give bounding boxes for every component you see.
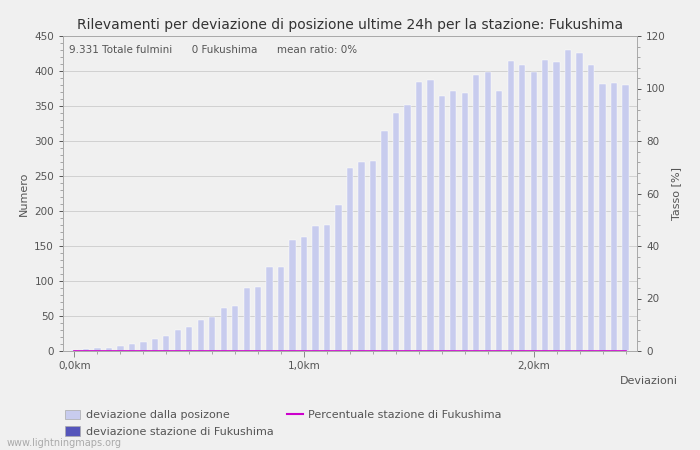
Legend: deviazione dalla posizone, deviazione stazione di Fukushima, Percentuale stazion: deviazione dalla posizone, deviazione st… (62, 406, 505, 440)
Bar (370, 161, 376, 351)
Bar (554, 62, 560, 351)
Bar (599, 84, 605, 351)
Bar (117, 346, 124, 351)
Bar (622, 85, 629, 351)
Bar (404, 104, 411, 351)
X-axis label: Deviazioni: Deviazioni (620, 376, 678, 386)
Y-axis label: Numero: Numero (19, 171, 29, 216)
Bar (565, 50, 571, 351)
Bar (542, 60, 548, 351)
Bar (519, 65, 526, 351)
Bar (611, 83, 617, 351)
Bar (163, 336, 169, 351)
Bar (531, 72, 537, 351)
Bar (312, 226, 318, 351)
Bar (324, 225, 330, 351)
Bar (186, 327, 193, 351)
Bar (289, 240, 296, 351)
Bar (278, 267, 284, 351)
Bar (346, 167, 354, 351)
Bar (106, 347, 112, 351)
Bar (152, 339, 158, 351)
Bar (439, 95, 445, 351)
Title: Rilevamenti per deviazione di posizione ultime 24h per la stazione: Fukushima: Rilevamenti per deviazione di posizione … (77, 18, 623, 32)
Bar (484, 72, 491, 351)
Bar (174, 330, 181, 351)
Bar (220, 308, 227, 351)
Bar (393, 113, 399, 351)
Bar (83, 349, 89, 351)
Bar (267, 267, 273, 351)
Bar (358, 162, 365, 351)
Bar (450, 90, 456, 351)
Text: www.lightningmaps.org: www.lightningmaps.org (7, 438, 122, 448)
Bar (496, 90, 503, 351)
Bar (209, 317, 216, 351)
Bar (232, 306, 239, 351)
Bar (140, 342, 146, 351)
Bar (427, 80, 433, 351)
Bar (129, 344, 135, 351)
Bar (461, 93, 468, 351)
Bar (382, 130, 388, 351)
Bar (301, 237, 307, 351)
Bar (244, 288, 250, 351)
Bar (71, 350, 78, 351)
Bar (588, 65, 594, 351)
Bar (416, 82, 422, 351)
Bar (94, 348, 101, 351)
Bar (197, 320, 204, 351)
Bar (576, 53, 583, 351)
Bar (255, 287, 261, 351)
Y-axis label: Tasso [%]: Tasso [%] (671, 167, 681, 220)
Bar (508, 61, 514, 351)
Text: 9.331 Totale fulmini      0 Fukushima      mean ratio: 0%: 9.331 Totale fulmini 0 Fukushima mean ra… (69, 45, 357, 55)
Bar (473, 75, 480, 351)
Bar (335, 205, 342, 351)
